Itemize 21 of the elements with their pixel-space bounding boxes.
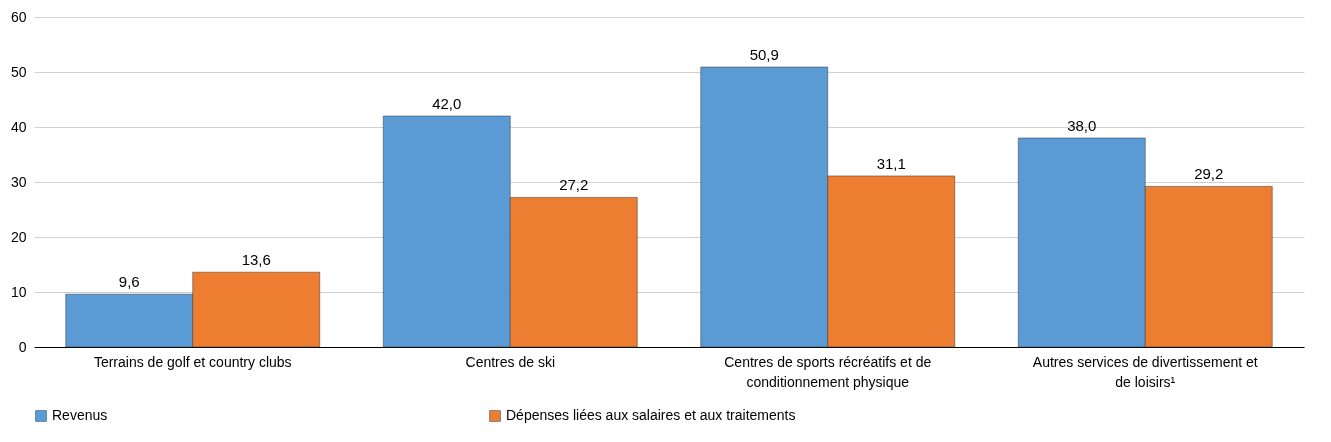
data-label: 9,6 xyxy=(118,273,140,291)
y-tick-label: 20 xyxy=(10,228,27,245)
x-tick-label: Terrains de golf et country clubs xyxy=(93,353,292,370)
legend-label: Dépenses liées aux salaires et aux traitements xyxy=(506,407,796,423)
data-label: 50,9 xyxy=(749,46,779,64)
y-tick-label: 60 xyxy=(10,8,27,25)
x-tick-label: Centres de sports récréatifs et de conditionnement physique xyxy=(724,353,932,390)
y-tick-label: 40 xyxy=(10,118,27,135)
data-label: 29,2 xyxy=(1194,165,1224,183)
y-tick-label: 50 xyxy=(10,63,27,80)
x-tick-label: Autres services de divertissement et de loisirs¹ xyxy=(1032,353,1258,390)
y-tick-label: 10 xyxy=(10,283,27,300)
data-label: 42,0 xyxy=(432,95,462,112)
x-tick-label: Centres de ski xyxy=(465,353,555,370)
data-label: 13,6 xyxy=(241,251,271,269)
y-tick-label: 0 xyxy=(18,338,27,355)
legend-label: Revenus xyxy=(52,407,108,423)
data-label: 27,2 xyxy=(559,176,589,194)
data-label: 31,1 xyxy=(876,154,906,172)
y-tick-label: 30 xyxy=(10,173,27,190)
data-label: 38,0 xyxy=(1067,117,1097,134)
